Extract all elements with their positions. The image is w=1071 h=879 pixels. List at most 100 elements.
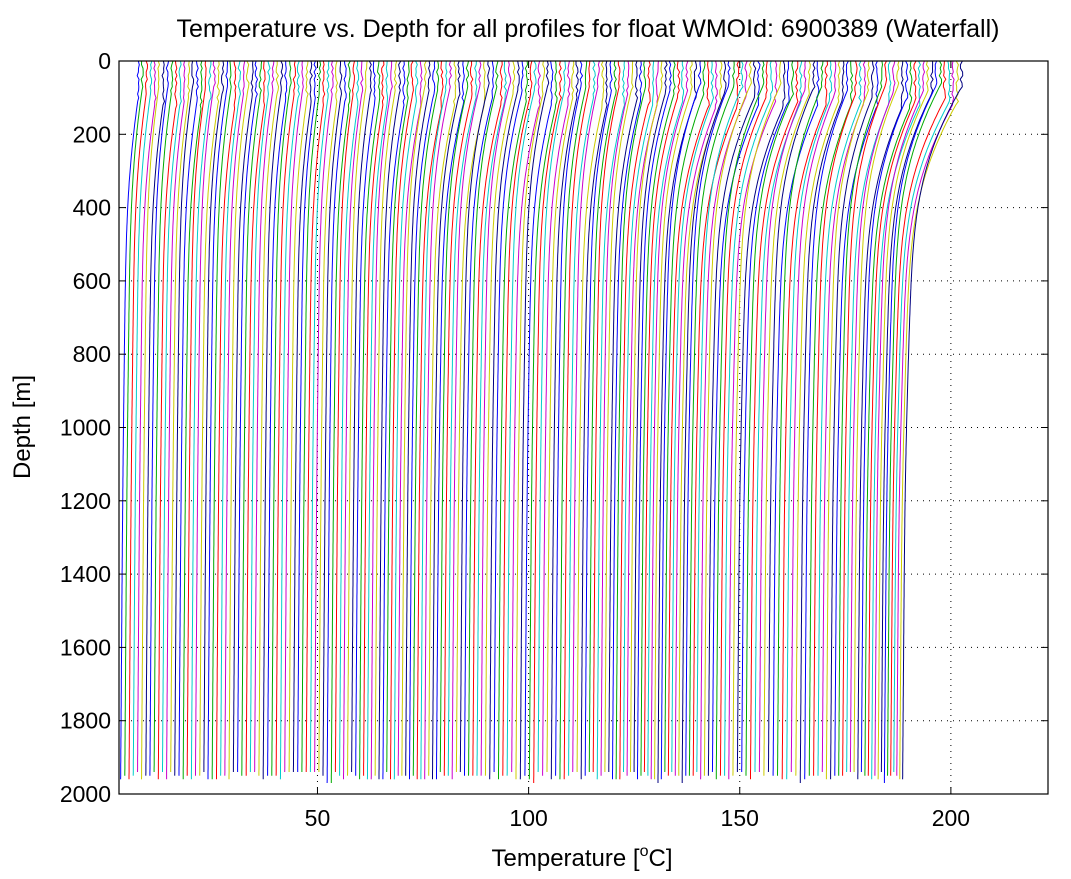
profile-line — [515, 60, 545, 780]
profile-line — [846, 60, 892, 773]
profile-line — [153, 60, 174, 772]
profile-line — [626, 60, 659, 776]
profile-line — [637, 60, 672, 780]
profile-line — [339, 60, 360, 776]
x-tick-label: 50 — [305, 805, 331, 831]
profile-line — [128, 60, 149, 780]
y-tick-label: 1000 — [60, 415, 111, 441]
profile-line — [660, 60, 702, 780]
x-axis-label-suffix: C] — [648, 845, 672, 872]
profile-line — [390, 60, 414, 780]
profile-line — [305, 60, 326, 772]
profile-line — [537, 60, 567, 773]
profile-line — [524, 60, 554, 776]
profile-line — [864, 60, 913, 776]
profile-line — [588, 60, 617, 772]
profile-line — [447, 60, 478, 776]
profile-line — [416, 60, 444, 780]
x-tick-label: 100 — [509, 805, 547, 831]
profile-line — [309, 60, 330, 772]
x-axis-label-prefix: Temperature [ — [492, 845, 640, 872]
y-tick-label: 1800 — [60, 708, 111, 734]
profile-line — [166, 60, 186, 780]
profile-line — [795, 60, 841, 776]
profile-line — [615, 60, 646, 780]
profile-line — [728, 60, 778, 780]
profile-line — [542, 60, 571, 776]
profile-line — [370, 61, 393, 780]
profile-line — [838, 60, 884, 776]
profile-line — [887, 60, 943, 776]
profile-line — [754, 60, 803, 772]
profile-line — [439, 60, 470, 772]
profile-line — [145, 60, 166, 776]
profile-line — [630, 60, 664, 772]
profile-line — [420, 60, 448, 780]
profile-line — [633, 60, 668, 772]
profile-line — [550, 61, 579, 780]
profile-line — [777, 60, 824, 776]
profile-line — [378, 60, 402, 780]
profile-line — [555, 60, 584, 776]
profile-line — [584, 60, 613, 776]
profile-line — [671, 60, 715, 772]
profile-line — [830, 60, 875, 780]
profile-line — [511, 60, 541, 772]
y-tick-label: 400 — [73, 195, 111, 221]
profile-line — [493, 60, 524, 772]
profile-line — [359, 60, 381, 780]
profile-line — [343, 60, 364, 780]
profile-line — [124, 60, 144, 776]
profile-line — [736, 60, 786, 772]
y-tick-label: 1600 — [60, 634, 111, 660]
profile-line — [267, 61, 288, 776]
profile-line — [732, 60, 782, 776]
profile-line — [170, 60, 191, 772]
profile-line — [249, 60, 271, 772]
profile-line — [141, 60, 161, 780]
y-tick-label: 1400 — [60, 561, 111, 587]
profile-line — [572, 60, 600, 773]
profile-line — [386, 60, 410, 773]
profile-line — [596, 60, 626, 780]
profile-line — [468, 60, 499, 776]
profile-line — [424, 60, 452, 780]
profile-line — [724, 60, 773, 776]
profile-line — [318, 60, 339, 772]
profile-line — [808, 61, 854, 776]
profile-line — [568, 60, 596, 776]
profile-line — [786, 60, 833, 780]
profile-line — [292, 60, 313, 772]
profile-line — [657, 60, 698, 783]
profile-line — [763, 60, 811, 776]
profile-line — [640, 60, 676, 776]
profile-line — [741, 61, 790, 772]
profile-line — [262, 60, 284, 780]
profile-line — [896, 60, 955, 776]
x-axis-label: Temperature [oC] — [492, 843, 673, 872]
profile-line — [254, 60, 275, 773]
profile-lines — [120, 60, 964, 784]
profile-line — [455, 60, 486, 772]
profile-line — [279, 60, 301, 780]
profile-line — [576, 60, 605, 772]
profile-line — [186, 60, 207, 776]
profile-line — [275, 60, 296, 776]
profile-line — [700, 60, 748, 780]
x-tick-label: 150 — [721, 805, 759, 831]
profile-line — [412, 60, 440, 776]
profile-line — [355, 60, 376, 776]
profile-line — [216, 60, 237, 780]
profile-line — [459, 60, 491, 773]
chart-title: Temperature vs. Depth for all profiles f… — [176, 15, 999, 43]
profile-line — [604, 60, 634, 772]
profile-line — [745, 60, 795, 776]
profile-line — [224, 60, 246, 776]
profile-line — [397, 60, 423, 776]
profile-line — [258, 61, 280, 776]
profile-line — [232, 60, 254, 772]
profile-line — [506, 60, 537, 776]
profile-line — [182, 60, 203, 780]
profile-line — [199, 60, 220, 776]
